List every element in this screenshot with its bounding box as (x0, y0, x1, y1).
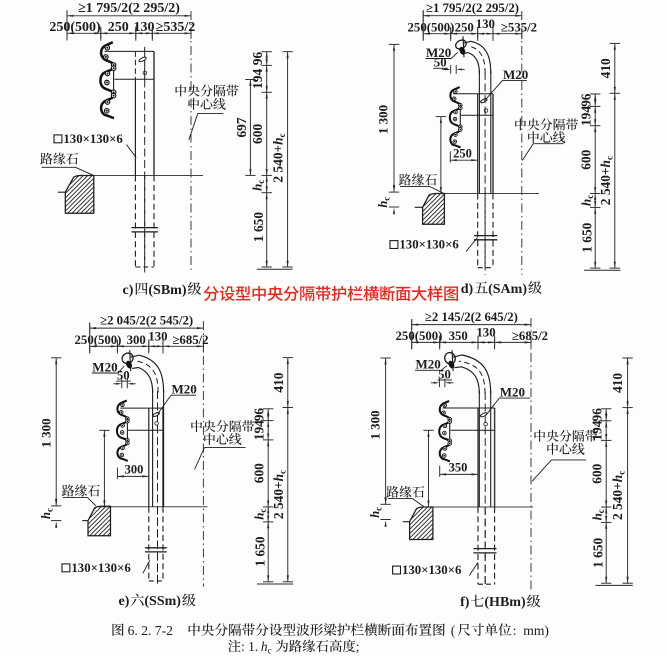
svg-text:410: 410 (271, 372, 286, 392)
svg-text:hc: hc (39, 508, 55, 519)
svg-text:2 540+hc: 2 540+hc (610, 471, 627, 520)
svg-text:≥685/2: ≥685/2 (172, 333, 208, 347)
svg-text:hc: hc (261, 639, 272, 655)
svg-text:1 650: 1 650 (251, 212, 266, 242)
svg-text:250(500): 250(500) (396, 329, 443, 343)
svg-text:hc: hc (578, 195, 595, 206)
svg-text:c): c) (123, 283, 134, 298)
svg-text:194: 194 (251, 420, 266, 440)
svg-text:600: 600 (250, 124, 265, 144)
svg-text:M20: M20 (426, 45, 451, 60)
svg-text:M20: M20 (503, 67, 528, 82)
svg-text:130: 130 (476, 17, 495, 31)
svg-text:300: 300 (127, 333, 146, 347)
svg-text:250(500): 250(500) (408, 20, 455, 34)
svg-text:1 650: 1 650 (591, 538, 606, 568)
svg-text:(SAm): (SAm) (488, 282, 527, 297)
svg-text:50: 50 (117, 369, 130, 383)
svg-text:d): d) (461, 282, 474, 297)
svg-text:350: 350 (449, 461, 468, 475)
svg-text:hc: hc (251, 509, 268, 520)
svg-text:96: 96 (579, 93, 594, 107)
svg-text:130×130×6: 130×130×6 (402, 563, 462, 577)
svg-text:96: 96 (251, 408, 266, 422)
svg-text:194: 194 (250, 69, 265, 89)
svg-text:1 650: 1 650 (580, 222, 595, 252)
svg-text:f): f) (460, 595, 470, 610)
svg-text:(SSm): (SSm) (144, 594, 181, 609)
svg-text:M20: M20 (92, 359, 117, 374)
svg-text:250: 250 (453, 146, 472, 160)
svg-text:96: 96 (590, 408, 605, 422)
svg-text:410: 410 (598, 58, 613, 78)
svg-text:hc: hc (250, 180, 267, 191)
svg-text:(: ( (451, 623, 456, 639)
svg-text:250: 250 (455, 20, 474, 34)
svg-text:1 300: 1 300 (39, 418, 54, 447)
svg-text:130: 130 (148, 330, 167, 344)
svg-text:≥535/2: ≥535/2 (501, 20, 537, 34)
svg-text:697: 697 (234, 117, 249, 137)
svg-text:: mm): : mm) (513, 623, 549, 639)
svg-text:(HBm): (HBm) (484, 595, 526, 610)
svg-text:600: 600 (579, 149, 594, 169)
svg-text:2 540+hc: 2 540+hc (271, 470, 288, 519)
svg-text:e): e) (119, 594, 130, 609)
svg-text:≥1 795/2(2 295/2): ≥1 795/2(2 295/2) (426, 1, 519, 15)
svg-text:350: 350 (449, 329, 468, 343)
svg-text:250(500): 250(500) (75, 333, 122, 347)
svg-text:2 540+hc: 2 540+hc (270, 133, 287, 182)
svg-text:600: 600 (590, 463, 605, 483)
svg-text:(SBm): (SBm) (148, 283, 186, 298)
svg-text:250: 250 (108, 20, 129, 35)
svg-text:M20: M20 (416, 357, 441, 372)
svg-text:50: 50 (434, 56, 447, 70)
svg-text:: 1.: : 1. (241, 639, 261, 654)
svg-text:130×130×6: 130×130×6 (71, 561, 131, 575)
svg-text:6. 2. 7-2: 6. 2. 7-2 (128, 623, 174, 638)
svg-text:130: 130 (134, 20, 155, 35)
svg-text:;: ; (356, 639, 360, 654)
svg-text:≥535/2: ≥535/2 (156, 20, 196, 35)
svg-text:M20: M20 (500, 385, 525, 400)
svg-text:hc: hc (368, 507, 384, 518)
svg-text:1 300: 1 300 (368, 410, 383, 439)
svg-text:130×130×6: 130×130×6 (63, 132, 123, 146)
svg-text:96: 96 (250, 52, 265, 66)
svg-text:130: 130 (476, 326, 495, 340)
svg-text:1 650: 1 650 (252, 536, 267, 566)
svg-text:410: 410 (610, 373, 625, 393)
svg-text:130×130×6: 130×130×6 (399, 238, 459, 252)
svg-text:300: 300 (125, 463, 144, 477)
svg-text:≥685/2: ≥685/2 (512, 329, 548, 343)
svg-text:50: 50 (438, 367, 451, 381)
svg-text:hc: hc (376, 197, 392, 208)
svg-text:1 300: 1 300 (376, 105, 391, 134)
svg-text:≥2 145/2(2 645/2): ≥2 145/2(2 645/2) (425, 310, 518, 324)
svg-text:2 540+hc: 2 540+hc (598, 156, 615, 205)
svg-text:250(500): 250(500) (49, 20, 101, 35)
svg-text:≥1 795/2(2 295/2): ≥1 795/2(2 295/2) (78, 1, 180, 16)
svg-text:M20: M20 (172, 382, 197, 397)
svg-text:194: 194 (590, 420, 605, 440)
svg-text:hc: hc (589, 509, 606, 520)
svg-text:≥2 045/2(2 545/2): ≥2 045/2(2 545/2) (100, 313, 193, 327)
svg-text:194: 194 (579, 106, 594, 126)
svg-text:600: 600 (251, 463, 266, 483)
